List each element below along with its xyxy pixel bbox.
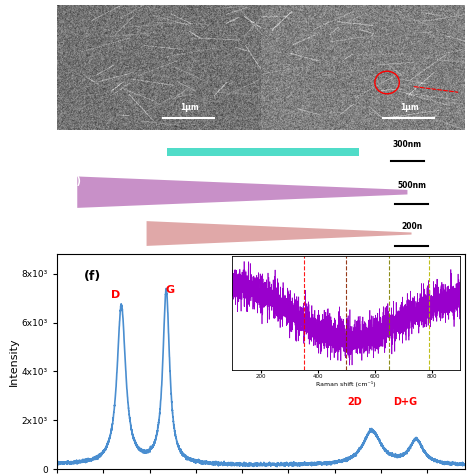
Bar bbox=[167, 147, 358, 156]
Text: (d): (d) bbox=[65, 176, 81, 186]
Text: 500nm: 500nm bbox=[397, 181, 426, 190]
Text: 1μm: 1μm bbox=[180, 103, 199, 112]
Text: G: G bbox=[165, 285, 174, 295]
Text: D: D bbox=[111, 290, 120, 300]
Text: 2D: 2D bbox=[347, 397, 362, 407]
Text: 1μm: 1μm bbox=[400, 103, 419, 112]
Text: (f): (f) bbox=[83, 270, 100, 283]
Polygon shape bbox=[146, 221, 411, 246]
Text: (e): (e) bbox=[65, 217, 81, 227]
Text: D+G: D+G bbox=[393, 397, 418, 407]
Text: (c): (c) bbox=[65, 135, 80, 145]
Polygon shape bbox=[77, 176, 408, 208]
Text: 200n: 200n bbox=[401, 222, 422, 231]
Text: 300nm: 300nm bbox=[393, 140, 422, 149]
Y-axis label: Intensity: Intensity bbox=[9, 337, 19, 386]
